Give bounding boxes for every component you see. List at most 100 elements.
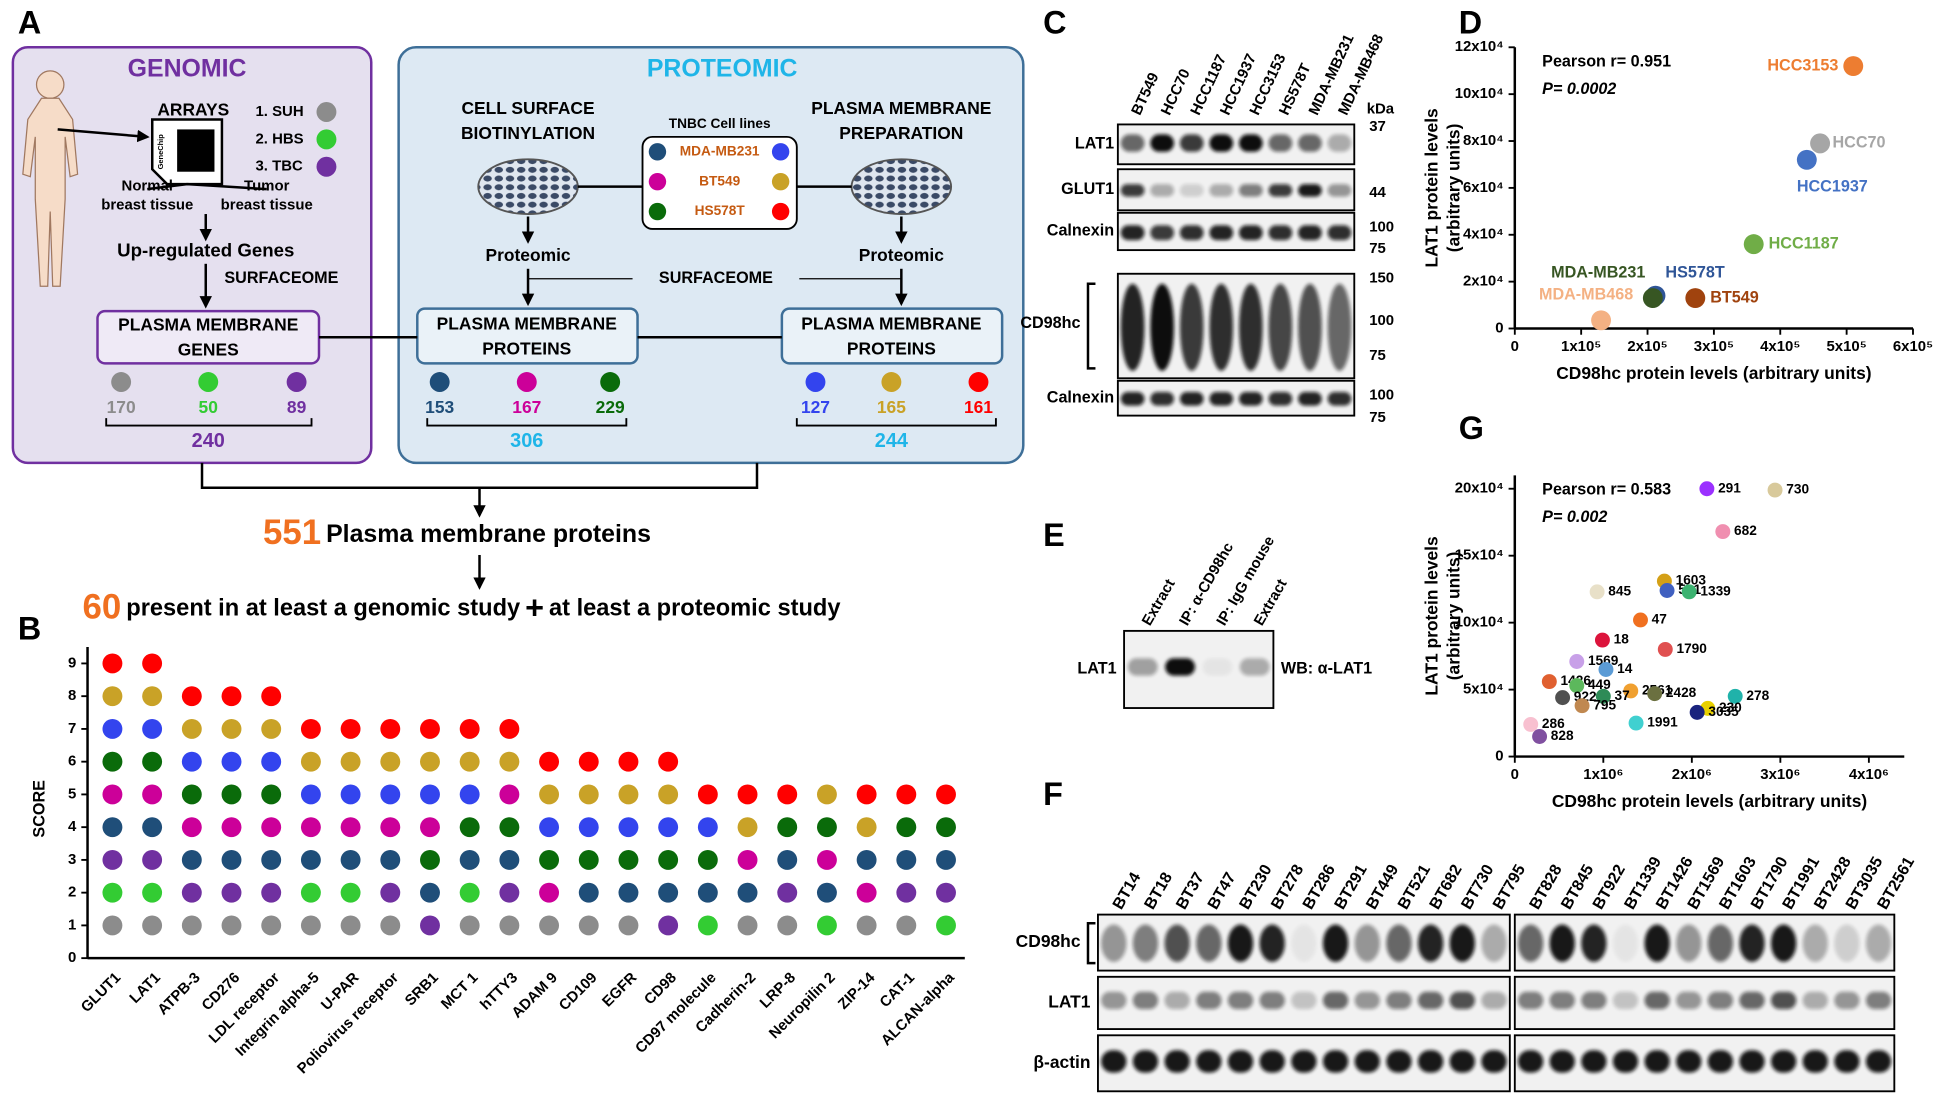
band <box>1450 1050 1475 1072</box>
x-tick-label: GLUT1 <box>78 969 125 1016</box>
legend-dot <box>430 372 450 392</box>
label: MDA-MB231 <box>680 143 760 158</box>
lane-label: BT18 <box>1141 869 1176 912</box>
dot <box>380 915 400 935</box>
point <box>1542 674 1557 689</box>
dot <box>579 915 599 935</box>
dot <box>222 784 242 804</box>
dot <box>142 817 162 837</box>
x-tick-label: 6x10⁵ <box>1893 338 1933 355</box>
point-label: 37 <box>1615 688 1630 703</box>
row-label: CD98hc <box>1020 314 1080 332</box>
dot <box>102 719 122 739</box>
band <box>1209 184 1233 196</box>
dot <box>301 883 321 903</box>
annotation: P= 0.0002 <box>1542 80 1616 98</box>
dot <box>499 752 519 772</box>
band <box>1328 225 1352 240</box>
band <box>1101 925 1126 962</box>
band <box>1228 1050 1253 1072</box>
dot <box>539 752 559 772</box>
dot <box>619 883 639 903</box>
band <box>1180 225 1204 240</box>
band <box>1133 1050 1158 1072</box>
result: 551Plasma membrane proteins <box>263 513 651 552</box>
band <box>1291 992 1316 1009</box>
legend-dot <box>198 372 218 392</box>
band <box>1708 1050 1733 1072</box>
band <box>1196 925 1221 962</box>
dot <box>380 850 400 870</box>
bracket <box>1088 284 1095 369</box>
dot <box>619 784 639 804</box>
lane-label: BT37 <box>1172 869 1207 912</box>
dot <box>460 752 480 772</box>
point-label: MDA-MB231 <box>1551 263 1645 281</box>
dot <box>499 784 519 804</box>
band <box>1550 925 1575 962</box>
lane-label: Extract <box>1139 576 1179 628</box>
band <box>1180 134 1204 151</box>
dot <box>222 883 242 903</box>
band <box>1260 992 1285 1009</box>
probe-label: WB: α-LAT1 <box>1281 660 1372 678</box>
dot <box>658 850 678 870</box>
point-label: 18 <box>1614 632 1630 647</box>
band <box>1269 134 1293 151</box>
legend-dot <box>517 372 537 392</box>
result-part: + <box>525 589 544 625</box>
dot <box>619 850 639 870</box>
point <box>1599 662 1614 677</box>
gene-chip-array <box>177 129 214 171</box>
band <box>1866 992 1891 1009</box>
dot <box>619 915 639 935</box>
dot <box>261 915 281 935</box>
legend-dot <box>649 173 666 190</box>
legend-dot <box>316 102 336 122</box>
point <box>1629 716 1644 731</box>
dot <box>896 850 916 870</box>
band <box>1450 925 1475 962</box>
band <box>1298 225 1322 240</box>
panel-label: D <box>1459 4 1482 40</box>
band <box>1739 992 1764 1009</box>
count: 89 <box>287 397 307 417</box>
point <box>1590 584 1605 599</box>
band <box>1298 392 1322 406</box>
dot <box>142 850 162 870</box>
row-label: Calnexin <box>1047 388 1114 406</box>
band <box>1550 1050 1575 1072</box>
count: 50 <box>199 397 218 417</box>
legend-dot <box>316 157 336 177</box>
dot <box>182 850 202 870</box>
band <box>1644 925 1669 962</box>
band <box>1269 284 1293 371</box>
band <box>1209 392 1233 406</box>
dot <box>936 915 956 935</box>
lane-label: BT14 <box>1109 869 1144 912</box>
dot <box>460 719 480 739</box>
band <box>1180 184 1204 196</box>
point <box>1699 481 1714 496</box>
band <box>1121 184 1145 196</box>
band <box>1550 992 1575 1009</box>
band <box>1128 658 1158 675</box>
label: SURFACEOME <box>659 269 773 287</box>
legend-dot <box>881 372 901 392</box>
dot <box>261 719 281 739</box>
dot <box>301 719 321 739</box>
band <box>1328 184 1352 196</box>
bracket <box>1088 923 1095 963</box>
dot <box>222 752 242 772</box>
y-tick-label: 2x10⁴ <box>1463 273 1504 290</box>
dot <box>936 883 956 903</box>
label: breast tissue <box>221 196 313 213</box>
dot <box>579 784 599 804</box>
x-tick-label: ZIP-14 <box>835 969 879 1013</box>
total: 306 <box>510 430 543 452</box>
dot <box>182 883 202 903</box>
row-label: β-actin <box>1033 1052 1090 1072</box>
y-tick-label: 20x10⁴ <box>1455 480 1504 497</box>
count: 161 <box>964 397 993 417</box>
band <box>1613 992 1638 1009</box>
